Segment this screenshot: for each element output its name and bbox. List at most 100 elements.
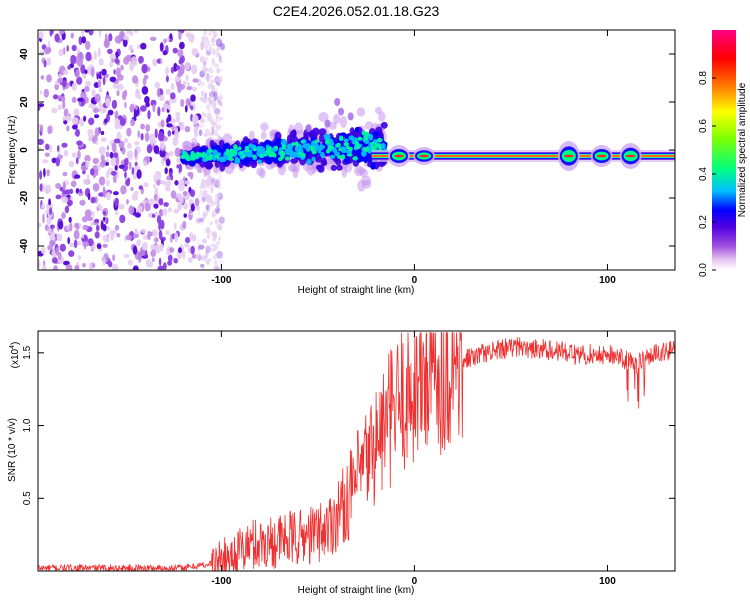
noise-blob xyxy=(197,245,201,252)
noise-blob xyxy=(95,224,100,232)
noise-blob xyxy=(93,107,98,114)
noise-blob xyxy=(132,75,138,84)
spectrogram-x-tick-label: 0 xyxy=(412,275,418,286)
carrier-band xyxy=(371,155,675,157)
scatter-blob xyxy=(274,145,278,150)
noise-blob xyxy=(58,49,64,57)
noise-blob xyxy=(205,104,211,110)
noise-blob xyxy=(153,174,158,183)
noise-blob xyxy=(137,44,142,49)
noise-blob xyxy=(158,198,164,206)
noise-blob xyxy=(188,98,191,108)
noise-blob xyxy=(70,54,76,65)
noise-blob xyxy=(111,170,117,176)
noise-blob xyxy=(44,152,50,157)
noise-blob xyxy=(167,179,172,187)
noise-blob xyxy=(178,247,182,254)
noise-blob xyxy=(70,32,75,39)
scatter-blob xyxy=(285,151,292,156)
noise-blob xyxy=(94,196,98,204)
noise-blob xyxy=(134,212,141,218)
noise-blob xyxy=(116,90,120,97)
noise-blob xyxy=(114,209,119,216)
noise-blob xyxy=(152,103,156,113)
scatter-blob xyxy=(311,149,317,155)
colorbar: 0.0 0.2 0.4 0.6 0.8 Normalized spectral ampl… xyxy=(698,30,748,277)
noise-blob xyxy=(211,37,215,43)
noise-blob xyxy=(202,60,207,66)
noise-blob xyxy=(119,117,126,127)
noise-blob xyxy=(69,222,73,232)
scatter-blob xyxy=(235,157,240,162)
noise-blob xyxy=(74,265,80,270)
noise-blob xyxy=(201,116,204,120)
noise-blob xyxy=(154,237,159,243)
scatter-blob xyxy=(338,147,342,152)
noise-blob xyxy=(153,193,158,201)
noise-blob xyxy=(163,38,167,44)
figure-title: C2E4.2026.052.01.18.G23 xyxy=(273,3,440,19)
noise-blob xyxy=(207,234,210,239)
noise-blob xyxy=(194,198,200,207)
noise-blob xyxy=(174,76,181,83)
noise-blob xyxy=(211,186,214,192)
scatter-blob xyxy=(341,148,347,154)
scatter-blob xyxy=(365,153,371,162)
scatter-blob xyxy=(305,143,311,150)
noise-blob xyxy=(204,250,209,259)
noise-blob xyxy=(197,78,202,87)
noise-blob xyxy=(77,52,84,62)
noise-blob xyxy=(110,157,118,167)
scatter-blob xyxy=(246,156,255,162)
noise-blob xyxy=(49,224,55,229)
noise-blob xyxy=(125,54,132,62)
noise-blob xyxy=(82,241,89,247)
noise-blob xyxy=(52,257,58,264)
noise-blob xyxy=(100,130,105,136)
noise-blob xyxy=(146,144,153,154)
noise-blob xyxy=(63,108,69,117)
noise-blob xyxy=(66,45,69,52)
noise-blob xyxy=(84,80,92,87)
noise-blob xyxy=(191,48,199,56)
noise-blob xyxy=(174,147,181,157)
noise-blob xyxy=(154,128,158,139)
noise-blob xyxy=(104,118,108,124)
noise-blob xyxy=(126,199,129,205)
noise-blob xyxy=(204,189,208,195)
noise-blob xyxy=(88,261,93,270)
noise-blob xyxy=(109,60,114,68)
noise-blob xyxy=(56,233,63,242)
noise-blob xyxy=(210,247,216,252)
noise-blob xyxy=(73,229,80,240)
noise-blob xyxy=(81,36,87,44)
noise-blob xyxy=(77,97,84,102)
spectrogram-y-tick-label: 0 xyxy=(19,147,30,153)
scatter-blob xyxy=(354,140,360,147)
noise-blob xyxy=(84,154,91,163)
noise-blob xyxy=(103,217,106,222)
noise-blob xyxy=(216,67,223,72)
noise-blob xyxy=(209,221,214,226)
noise-blob xyxy=(167,260,173,266)
scatter-blob xyxy=(356,155,363,163)
carrier-bulge xyxy=(393,154,404,158)
scatter-blob xyxy=(229,148,234,153)
noise-blob xyxy=(198,244,205,250)
snr-frame xyxy=(37,330,676,572)
noise-blob xyxy=(71,82,77,91)
noise-blob xyxy=(215,128,219,133)
noise-blob xyxy=(186,86,193,91)
noise-blob xyxy=(42,159,49,164)
noise-blob xyxy=(82,224,89,231)
scatter-blob xyxy=(281,138,287,145)
noise-blob xyxy=(75,223,80,230)
noise-blob xyxy=(96,73,99,80)
noise-blob xyxy=(216,241,220,245)
scatter-blob xyxy=(194,154,198,159)
scatter-blob xyxy=(201,152,207,158)
noise-blob xyxy=(83,86,90,92)
noise-blob xyxy=(206,40,211,47)
noise-blob xyxy=(39,170,43,180)
noise-blob xyxy=(217,96,221,104)
